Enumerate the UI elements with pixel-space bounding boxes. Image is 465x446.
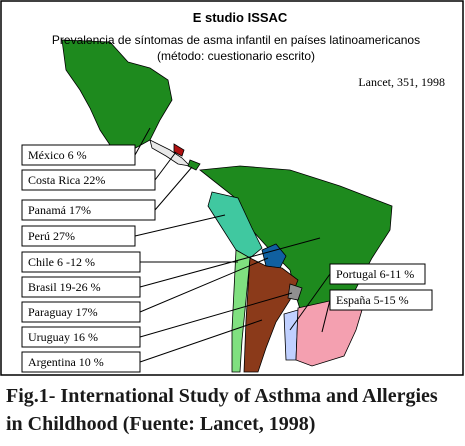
- label-text: Chile 6 -12 %: [28, 255, 95, 269]
- label-text: Paraguay 17%: [28, 305, 98, 319]
- label-text: Portugal 6-11 %: [336, 267, 414, 281]
- label-text: Uruguay 16 %: [28, 330, 98, 344]
- leader: [139, 257, 269, 313]
- subtitle: (método: cuestionario escrito): [157, 49, 315, 63]
- label-box: [329, 263, 426, 285]
- label-text: España 5-15 %: [336, 293, 409, 307]
- leader: [289, 273, 331, 331]
- leader: [139, 319, 263, 363]
- leader: [139, 292, 293, 338]
- subtitle: Prevalencia de síntomas de asma infantil…: [52, 33, 420, 47]
- argentina: [243, 257, 299, 373]
- leader: [134, 127, 151, 156]
- label-text: Brasil 19-26 %: [28, 280, 101, 294]
- leader: [321, 299, 331, 333]
- label-box: [21, 199, 156, 221]
- label-box: [329, 289, 433, 311]
- leader: [139, 237, 321, 288]
- label-text: Argentina 10 %: [28, 355, 104, 369]
- caption: in Childhood (Fuente: Lancet, 1998): [6, 413, 315, 435]
- label-box: [21, 301, 141, 323]
- costa-rica: [173, 143, 185, 157]
- label-text: Panamá 17%: [28, 203, 91, 217]
- source: Lancet, 351, 1998: [358, 75, 445, 89]
- label-box: [21, 251, 141, 273]
- label-text: Costa Rica 22%: [28, 173, 105, 187]
- uruguay: [287, 283, 303, 301]
- label-text: Perú 27%: [28, 229, 75, 243]
- leader: [154, 166, 193, 211]
- leaders: [134, 127, 331, 363]
- label-box: [21, 351, 141, 373]
- label-box: [21, 144, 136, 166]
- leader: [134, 214, 226, 237]
- leader: [154, 151, 177, 181]
- paraguay: [261, 243, 287, 269]
- label-box: [21, 225, 136, 247]
- chile: [231, 249, 251, 373]
- label-box: [21, 276, 141, 298]
- label-box: [21, 169, 156, 191]
- central-america: [149, 139, 192, 167]
- label-text: México 6 %: [28, 148, 87, 162]
- labels: México 6 % Costa Rica 22% Panamá 17% Perú 2…: [21, 144, 433, 373]
- caption: Fig.1- International Study of Asthma and…: [6, 385, 438, 407]
- label-box: [21, 326, 141, 348]
- title: E studio ISSAC: [193, 10, 288, 25]
